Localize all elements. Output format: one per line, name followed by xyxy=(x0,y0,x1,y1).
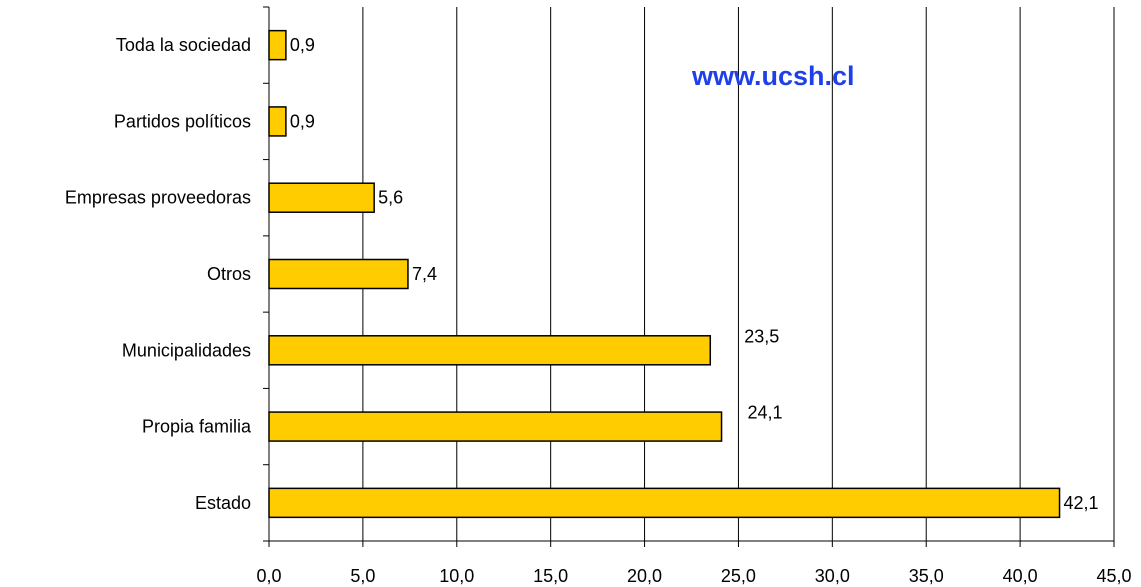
category-label: Propia familia xyxy=(142,417,252,437)
x-tick-label: 0,0 xyxy=(256,566,281,586)
bar-value-label: 24,1 xyxy=(748,403,783,423)
bar-value-label: 42,1 xyxy=(1064,493,1099,513)
x-tick-label: 45,0 xyxy=(1096,566,1131,586)
category-label: Otros xyxy=(207,264,251,284)
x-tick-label: 20,0 xyxy=(627,566,662,586)
bar xyxy=(268,335,712,366)
bar-value-label: 0,9 xyxy=(290,111,315,131)
labels: 0,9 Toda la sociedad 0,9 Partidos políticos… xyxy=(65,35,1132,586)
watermark-text: www.ucsh.cl xyxy=(691,61,855,91)
x-tick-label: 35,0 xyxy=(909,566,944,586)
x-tick-label: 40,0 xyxy=(1003,566,1038,586)
bar-value-label: 5,6 xyxy=(378,188,403,208)
axes xyxy=(263,6,1115,547)
category-label: Partidos políticos xyxy=(114,111,251,131)
x-tick-label: 5,0 xyxy=(350,566,375,586)
bar xyxy=(268,182,375,213)
category-label: Estado xyxy=(195,493,251,513)
bar-value-label: 0,9 xyxy=(290,35,315,55)
x-tick-label: 15,0 xyxy=(533,566,568,586)
x-tick-label: 10,0 xyxy=(439,566,474,586)
bar-value-label: 7,4 xyxy=(412,264,437,284)
x-tick-label: 30,0 xyxy=(815,566,850,586)
category-label: Municipalidades xyxy=(122,340,251,360)
category-label: Toda la sociedad xyxy=(116,35,251,55)
bar xyxy=(268,258,409,290)
x-tick-label: 25,0 xyxy=(721,566,756,586)
bar-value-label: 23,5 xyxy=(744,326,779,346)
bars xyxy=(268,29,1061,519)
bar xyxy=(268,411,723,442)
grid xyxy=(362,7,1115,541)
bar xyxy=(268,29,287,61)
bar xyxy=(268,487,1061,519)
bar xyxy=(268,106,287,137)
category-label: Empresas proveedoras xyxy=(65,188,251,208)
